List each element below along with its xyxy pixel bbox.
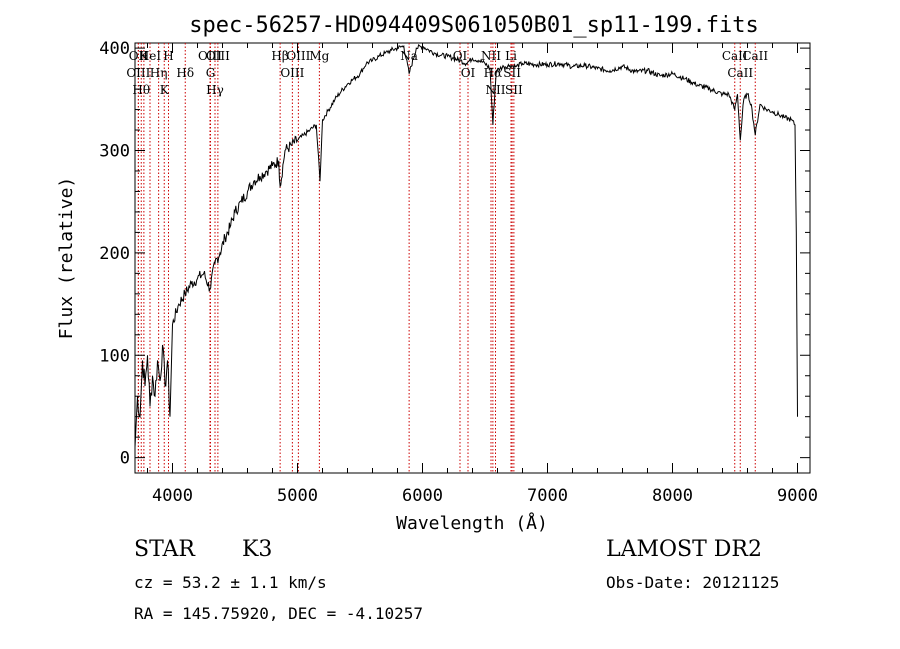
y-tick-label: 300 [99, 142, 130, 162]
object-type-label: STAR [134, 537, 195, 562]
annotation-label: OIII [198, 49, 222, 63]
y-axis-label: Flux (relative) [56, 177, 77, 340]
x-tick-label: 7000 [527, 486, 568, 506]
annotation-label: Li [505, 49, 517, 63]
survey-label: LAMOST DR2 [606, 537, 762, 562]
annotation-label: SII [505, 83, 523, 97]
annotation-label: OIII [126, 66, 150, 80]
plot-frame [134, 42, 811, 474]
annotation-label: CaII [742, 49, 768, 63]
annotation-label: OIII [206, 49, 230, 63]
annotation-label: Hη [150, 66, 168, 80]
y-tick-label: 200 [99, 244, 130, 264]
annotation-label: OIII [286, 49, 310, 63]
x-tick-label: 8000 [652, 486, 693, 506]
y-axis: 0 100 200 300 400 [99, 39, 810, 469]
annotation-label: OIII [280, 66, 304, 80]
line-annotations [137, 43, 756, 473]
x-tick-label: 4000 [152, 486, 193, 506]
annotation-label: Hβ [271, 49, 288, 63]
spectrum-series-line [134, 44, 798, 448]
annotation-label: Mg [309, 49, 329, 63]
subclass-label: K3 [242, 537, 273, 562]
y-tick-label: 100 [99, 346, 130, 366]
y-tick-label: 0 [120, 449, 130, 469]
annotation-label: CaII [722, 49, 748, 63]
annotation-label: HeI [139, 49, 162, 63]
obs-date-label: Obs-Date: 20121125 [606, 573, 780, 592]
annotation-label: Hδ [176, 66, 194, 80]
x-axis: 4000 5000 6000 7000 8000 9000 [147, 43, 818, 506]
annotation-label: OII [129, 49, 149, 63]
annotation-label: CaII [727, 66, 753, 80]
x-tick-label: 9000 [777, 486, 818, 506]
x-axis-label: Wavelength (Å) [396, 512, 548, 534]
redshift-label: cz = 53.2 ± 1.1 km/s [134, 573, 327, 592]
annotation-label: H [163, 49, 173, 63]
y-tick-label: 400 [99, 39, 130, 59]
x-tick-label: 5000 [277, 486, 318, 506]
annotation-label: G [206, 66, 216, 80]
annotation-label: NII [481, 49, 501, 63]
annotation-label: Hθ [132, 83, 150, 97]
annotation-label: K [139, 49, 149, 63]
chart-title: spec-56257-HD094409S061050B01_sp11-199.f… [189, 13, 759, 38]
annotation-label: Hγ [206, 83, 224, 97]
coordinates-label: RA = 145.75920, DEC = -4.10257 [134, 604, 423, 623]
annotation-label: Hα [484, 66, 503, 80]
annotation-label: SII [503, 66, 521, 80]
annotation-label: OI [461, 66, 476, 80]
annotation-label: K [160, 83, 170, 97]
x-tick-label: 6000 [402, 486, 443, 506]
